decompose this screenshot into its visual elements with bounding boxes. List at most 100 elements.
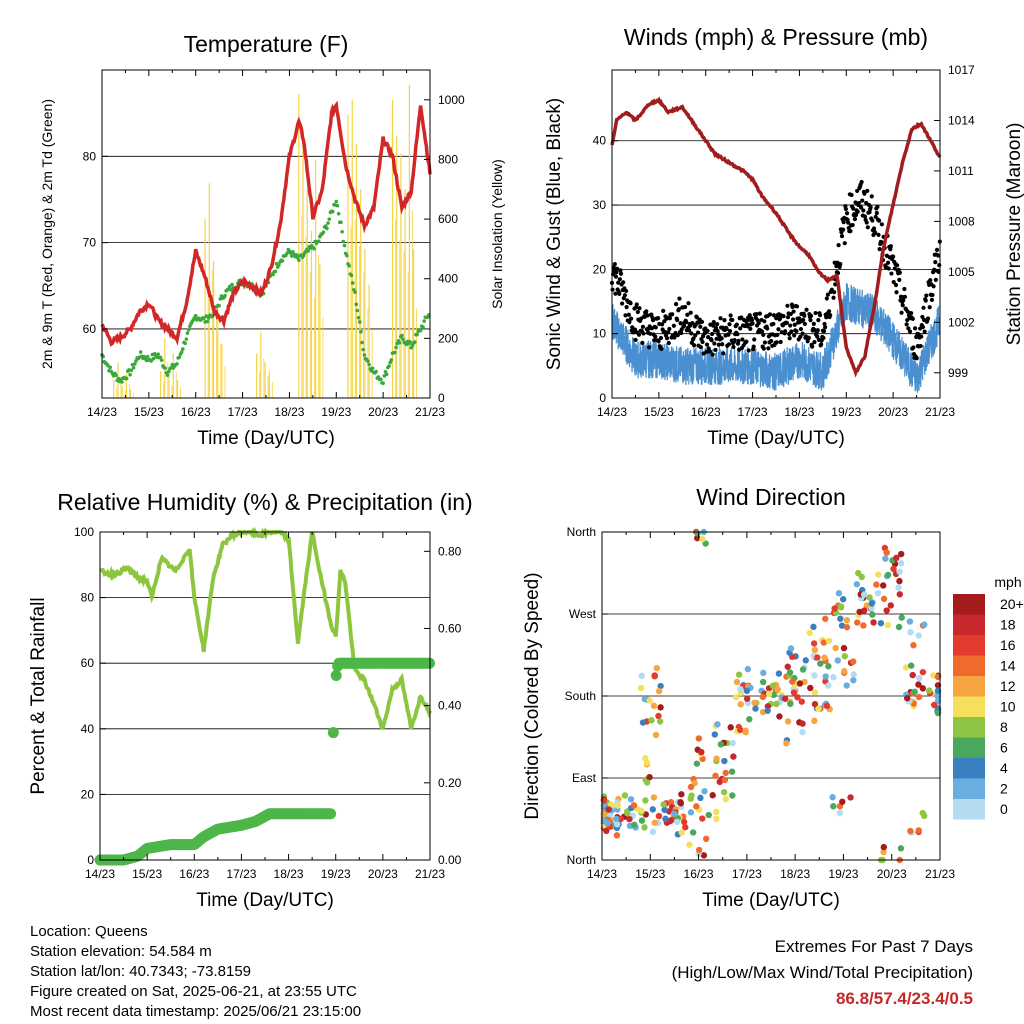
gust-point (873, 230, 878, 236)
gust-point (722, 318, 727, 323)
x-tick-label: 17/23 (738, 405, 768, 419)
direction-point (729, 792, 736, 799)
gust-point (640, 324, 646, 329)
gust-point (802, 313, 807, 318)
gust-point (617, 277, 622, 282)
gust-point (801, 317, 806, 323)
gust-point (637, 306, 642, 311)
direction-point (765, 690, 773, 698)
gust-point (909, 311, 914, 316)
gust-point (824, 296, 829, 301)
dewpoint-point (387, 364, 391, 368)
dewpoint-point (357, 320, 362, 324)
gust-point (705, 328, 710, 333)
dewpoint-point (297, 258, 301, 262)
dewpoint-point (408, 340, 412, 344)
y-tick-label: South (565, 689, 596, 703)
gust-point (849, 192, 854, 198)
direction-point (880, 595, 888, 603)
direction-point (701, 788, 708, 795)
gust-point (745, 324, 750, 329)
colorbar-label: 12 (1000, 678, 1016, 694)
dewpoint-point (374, 369, 378, 374)
direction-point (657, 682, 664, 690)
direction-point (746, 716, 753, 723)
gust-point (659, 346, 664, 352)
direction-point (613, 821, 621, 828)
gust-point (653, 334, 658, 339)
direction-point (621, 792, 629, 799)
gust-point (783, 329, 788, 334)
direction-point (643, 759, 651, 767)
direction-point (832, 644, 839, 652)
y-axis-title-left: Direction (Colored By Speed) (522, 572, 543, 819)
dewpoint-point (183, 341, 187, 346)
direction-point (850, 677, 857, 684)
direction-point (721, 776, 729, 784)
dewpoint-point (330, 209, 335, 214)
dewpoint-point (421, 325, 425, 329)
dewpoint-point (325, 226, 329, 231)
extremes-box: Extremes For Past 7 Days (High/Low/Max W… (672, 934, 973, 1012)
y-tick-label: 60 (83, 322, 97, 336)
direction-point (656, 718, 664, 725)
dewpoint-point (273, 269, 278, 274)
direction-point (657, 704, 664, 711)
direction-point (811, 646, 819, 654)
panel-4: Wind Direction 14/23 15/23 16/23 17/23 18/23 1… (522, 484, 1024, 911)
direction-point (655, 812, 663, 820)
direction-point (713, 815, 720, 823)
direction-point (638, 672, 645, 679)
panel-2: Winds (mph) & Pressure (mb) 14/23 15/23 16/… (544, 24, 1024, 449)
gust-point (662, 329, 667, 334)
gust-point (861, 208, 866, 213)
direction-point (837, 603, 845, 610)
gust-point (840, 227, 846, 232)
gust-point (628, 301, 633, 306)
direction-point (822, 673, 829, 680)
dewpoint-point (418, 328, 423, 333)
direction-point (890, 565, 897, 573)
direction-point (870, 619, 877, 626)
direction-point (642, 797, 649, 804)
dewpoint-point (394, 345, 398, 350)
gust-point (751, 344, 756, 349)
x-tick-label: 15/23 (635, 867, 665, 881)
gust-point (853, 212, 859, 218)
gust-point (924, 293, 929, 298)
direction-point (671, 810, 678, 817)
dewpoint-point (277, 263, 281, 267)
direction-point (655, 712, 662, 720)
x-tick-label: 19/23 (831, 405, 861, 419)
gust-point (653, 325, 658, 330)
gust-point (667, 326, 672, 332)
direction-point (854, 619, 861, 626)
gust-point (919, 334, 924, 339)
gust-point (620, 301, 625, 306)
gust-point (852, 216, 858, 222)
direction-point (796, 680, 804, 687)
gust-point (667, 316, 673, 321)
gust-point (891, 254, 896, 259)
dewpoint-point (193, 313, 198, 318)
direction-point (915, 681, 922, 688)
x-tick-label: 20/23 (878, 405, 908, 419)
direction-point (637, 807, 645, 814)
x-axis-title: Time (Day/UTC) (196, 890, 334, 911)
panel-1: Temperature (F) 14/23 15/23 16/23 17/23 18/23… (39, 31, 505, 449)
direction-point (775, 670, 783, 677)
direction-point (921, 621, 928, 628)
direction-point (682, 824, 689, 831)
direction-point (823, 702, 831, 710)
x-tick-label: 21/23 (415, 867, 445, 881)
gust-point (823, 325, 828, 330)
y-right-tick-label: 0.00 (438, 853, 462, 867)
direction-point (728, 768, 736, 775)
gust-point (891, 279, 896, 285)
gust-point (843, 206, 849, 212)
colorbar-swatch (953, 758, 985, 779)
gust-point (641, 331, 646, 336)
direction-point (820, 639, 827, 646)
x-tick-label: 19/23 (321, 405, 351, 419)
direction-point (907, 827, 914, 835)
